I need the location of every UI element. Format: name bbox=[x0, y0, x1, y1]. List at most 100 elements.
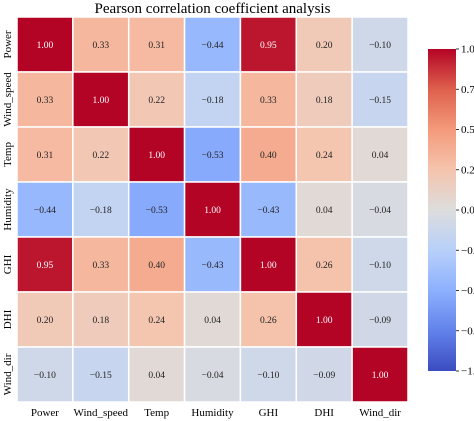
cell-value-label: 0.22 bbox=[92, 151, 109, 161]
cell-value-label: 1.00 bbox=[92, 96, 109, 106]
cell-value-label: 0.33 bbox=[37, 96, 54, 106]
cell-value-label: 1.00 bbox=[148, 151, 165, 161]
colorbar: 1.00 0.75 0.50 0.25 0.00 −0.25 −0.50 −0.75 −1.00 bbox=[428, 44, 474, 378]
x-tick-label: Humidity bbox=[191, 407, 234, 419]
heatmap-cell bbox=[16, 16, 74, 73]
heatmap-cell bbox=[295, 126, 353, 183]
cell-value-label: 1.00 bbox=[316, 316, 333, 326]
x-tick-label: Power bbox=[31, 407, 59, 419]
cell-value-label: −0.53 bbox=[202, 151, 224, 161]
colorbar-gradient bbox=[428, 49, 456, 371]
cell-value-label: 0.26 bbox=[316, 261, 333, 271]
cell-value-label: 0.40 bbox=[148, 261, 165, 271]
y-tick-label: Power bbox=[2, 30, 14, 58]
colorbar-tick-label: 0.25 bbox=[461, 164, 474, 176]
heatmap-cell bbox=[16, 236, 74, 293]
x-tick-label: Wind_speed bbox=[74, 407, 129, 419]
cell-value-label: −0.53 bbox=[146, 206, 168, 216]
cell-value-label: 0.18 bbox=[92, 316, 109, 326]
cell-value-label: −0.44 bbox=[34, 206, 56, 216]
cell-value-label: 0.18 bbox=[316, 96, 333, 106]
cell-value-label: 0.33 bbox=[92, 41, 109, 51]
heatmap-cell bbox=[239, 71, 298, 128]
heatmap-cell bbox=[16, 291, 74, 348]
heatmap-cell bbox=[127, 346, 186, 403]
cell-value-label: −0.09 bbox=[313, 371, 335, 381]
colorbar-tick-label: −0.75 bbox=[461, 325, 474, 337]
x-tick-label: DHI bbox=[314, 407, 334, 419]
cell-value-label: −0.04 bbox=[202, 371, 224, 381]
y-tick-label: DHI bbox=[2, 309, 14, 329]
heatmap-cell bbox=[127, 236, 186, 293]
cell-value-label: 0.22 bbox=[148, 96, 165, 106]
cell-value-label: 0.26 bbox=[260, 316, 277, 326]
heatmap-cell bbox=[72, 291, 130, 348]
cell-value-label: −0.10 bbox=[257, 371, 279, 381]
colorbar-tick-label: −0.50 bbox=[461, 285, 474, 297]
y-tick-label: Humidity bbox=[2, 188, 14, 231]
cell-value-label: 0.95 bbox=[260, 41, 277, 51]
heatmap-cell bbox=[295, 346, 353, 403]
cell-value-label: 1.00 bbox=[372, 371, 389, 381]
heatmap-cell bbox=[295, 181, 353, 238]
colorbar-tick-label: 1.00 bbox=[461, 44, 474, 56]
heatmap-cell bbox=[351, 291, 409, 348]
heatmap-cell bbox=[351, 181, 409, 238]
cell-value-label: 0.20 bbox=[316, 41, 333, 51]
y-tick-labels: Power Wind_speed Temp Humidity GHI DHI Wind_di… bbox=[2, 30, 14, 395]
colorbar-tick-label: 0.75 bbox=[461, 84, 474, 96]
heatmap-cells: 1.00 0.33 0.31 −0.44 0.95 0.20 −0.10 0.33 1.00 0.… bbox=[16, 16, 409, 403]
cell-value-label: −0.10 bbox=[369, 41, 391, 51]
cell-value-label: 0.04 bbox=[316, 206, 333, 216]
heatmap-cell bbox=[183, 126, 242, 183]
heatmap-cell bbox=[16, 181, 74, 238]
cell-value-label: 0.24 bbox=[316, 151, 333, 161]
cell-value-label: 0.04 bbox=[148, 371, 165, 381]
heatmap-cell bbox=[16, 71, 74, 128]
chart-title: Pearson correlation coefficient analysis bbox=[95, 1, 331, 17]
cell-value-label: −0.10 bbox=[34, 371, 56, 381]
cell-value-label: −0.18 bbox=[90, 206, 112, 216]
heatmap-cell bbox=[239, 346, 298, 403]
cell-value-label: 0.40 bbox=[260, 151, 277, 161]
cell-value-label: −0.10 bbox=[369, 261, 391, 271]
colorbar-tick-label: 0.00 bbox=[461, 205, 474, 217]
cell-value-label: −0.18 bbox=[202, 96, 224, 106]
heatmap-cell bbox=[127, 126, 186, 183]
cell-value-label: −0.15 bbox=[369, 96, 391, 106]
cell-value-label: −0.43 bbox=[257, 206, 279, 216]
cell-value-label: 0.33 bbox=[92, 261, 109, 271]
x-tick-label: Wind_dir bbox=[359, 407, 401, 419]
heatmap-cell bbox=[72, 16, 130, 73]
heatmap-cell bbox=[351, 71, 409, 128]
x-tick-labels: Power Wind_speed Temp Humidity GHI DHI Wind_di… bbox=[31, 407, 401, 419]
cell-value-label: 1.00 bbox=[260, 261, 277, 271]
heatmap-cell bbox=[239, 126, 298, 183]
cell-value-label: −0.09 bbox=[369, 316, 391, 326]
cell-value-label: −0.43 bbox=[202, 261, 224, 271]
heatmap-cell bbox=[72, 181, 130, 238]
heatmap-cell bbox=[351, 346, 409, 403]
heatmap-cell bbox=[295, 16, 353, 73]
x-tick-label: GHI bbox=[259, 407, 279, 419]
colorbar-tick-label: 0.50 bbox=[461, 124, 474, 136]
cell-value-label: 1.00 bbox=[204, 206, 221, 216]
cell-value-label: 0.04 bbox=[372, 151, 389, 161]
heatmap-cell bbox=[351, 126, 409, 183]
y-tick-label: GHI bbox=[2, 254, 14, 274]
heatmap-cell bbox=[127, 71, 186, 128]
cell-value-label: 1.00 bbox=[37, 41, 54, 51]
cell-value-label: 0.31 bbox=[37, 151, 54, 161]
cell-value-label: −0.15 bbox=[90, 371, 112, 381]
y-tick-label: Wind_dir bbox=[2, 353, 14, 395]
x-tick-label: Temp bbox=[144, 407, 169, 419]
cell-value-label: −0.44 bbox=[202, 41, 224, 51]
cell-value-label: 0.95 bbox=[37, 261, 54, 271]
cell-value-label: −0.04 bbox=[369, 206, 391, 216]
colorbar-tick-label: −0.25 bbox=[461, 245, 474, 257]
colorbar-tick-label: −1.00 bbox=[461, 366, 474, 378]
heatmap-cell bbox=[183, 346, 242, 403]
y-tick-label: Temp bbox=[2, 142, 14, 167]
cell-value-label: 0.24 bbox=[148, 316, 165, 326]
